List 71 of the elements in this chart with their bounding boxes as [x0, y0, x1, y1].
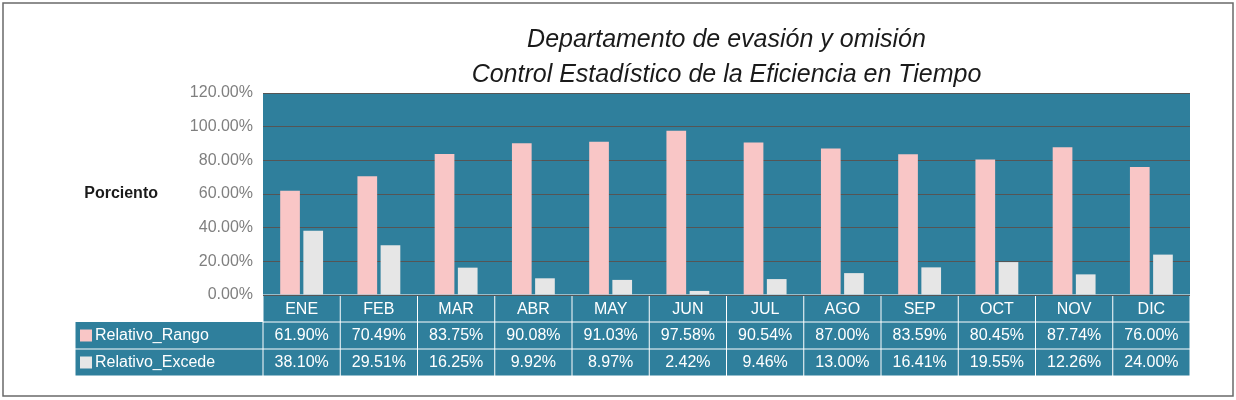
data-label: 97.58% — [660, 325, 716, 343]
y-tick-label: 120.00% — [189, 83, 253, 101]
data-label: 38.10% — [274, 352, 329, 370]
data-label: 90.54% — [737, 325, 793, 343]
data-label: 8.97% — [587, 352, 634, 370]
bar — [743, 142, 764, 295]
y-tick-label: 80.00% — [198, 150, 253, 168]
chart-title: Departamento de evasión y omisión Control Estadístico de la Eficiencia en Tiempo — [471, 23, 982, 87]
y-tick-label: 0.00% — [207, 285, 253, 303]
data-label: 24.00% — [1124, 352, 1179, 370]
data-label: 91.03% — [583, 325, 638, 343]
bar — [357, 176, 378, 295]
bar — [434, 154, 455, 295]
legend-label: Relativo_Rango — [95, 325, 209, 344]
data-label: 16.25% — [428, 352, 484, 370]
bar — [380, 245, 401, 295]
data-label: 83.75% — [428, 325, 484, 343]
data-label: 80.45% — [969, 325, 1025, 343]
x-tick-label: JUL — [750, 300, 780, 318]
x-tick-label: AGO — [824, 300, 861, 318]
bar — [511, 143, 532, 295]
data-label: 70.49% — [351, 325, 407, 343]
bar — [975, 159, 996, 295]
bar — [612, 279, 633, 295]
x-tick-label: ABR — [516, 300, 550, 318]
x-tick-label: FEB — [363, 300, 395, 318]
y-tick-label: 100.00% — [189, 117, 253, 135]
legend-label: Relativo_Excede — [95, 352, 216, 371]
x-tick-label: OCT — [979, 300, 1014, 318]
y-tick-label: 20.00% — [198, 251, 253, 269]
bar — [921, 267, 942, 295]
data-label: 29.51% — [351, 352, 407, 370]
bar — [820, 148, 841, 295]
bar — [303, 230, 324, 295]
x-tick-label: NOV — [1056, 300, 1092, 318]
data-label: 76.00% — [1124, 325, 1179, 343]
bar — [1129, 167, 1150, 295]
bar — [898, 154, 918, 295]
data-label: 9.46% — [742, 352, 788, 370]
bar — [535, 278, 555, 295]
bar — [280, 190, 300, 295]
x-tick-label: SEP — [903, 300, 936, 318]
y-axis-title: Porciento — [84, 184, 159, 202]
bar — [1075, 274, 1096, 295]
data-label: 87.74% — [1046, 325, 1102, 343]
x-tick-label: ENE — [285, 300, 319, 318]
x-tick-label: MAY — [593, 300, 628, 318]
data-label: 83.59% — [892, 325, 947, 343]
x-tick-label: JUN — [672, 300, 704, 318]
data-label: 9.92% — [510, 352, 557, 370]
bar — [689, 290, 710, 295]
data-label: 16.41% — [892, 352, 947, 370]
data-label: 13.00% — [815, 352, 870, 370]
bar — [1052, 147, 1073, 295]
x-tick-label: MAR — [438, 300, 474, 318]
bar — [589, 141, 609, 295]
data-label: 87.00% — [815, 325, 870, 343]
bar — [666, 130, 687, 295]
bar — [998, 262, 1019, 295]
bar — [844, 273, 864, 295]
data-label: 61.90% — [274, 325, 329, 343]
y-tick-label: 40.00% — [198, 218, 253, 236]
data-label: 19.55% — [969, 352, 1025, 370]
data-label: 12.26% — [1046, 352, 1102, 370]
bar — [457, 267, 478, 295]
bar — [766, 279, 787, 295]
x-tick-label: DIC — [1137, 300, 1166, 318]
data-label: 2.42% — [665, 352, 711, 370]
data-label: 90.08% — [506, 325, 561, 343]
y-tick-label: 60.00% — [198, 184, 253, 202]
bar — [1153, 254, 1173, 295]
